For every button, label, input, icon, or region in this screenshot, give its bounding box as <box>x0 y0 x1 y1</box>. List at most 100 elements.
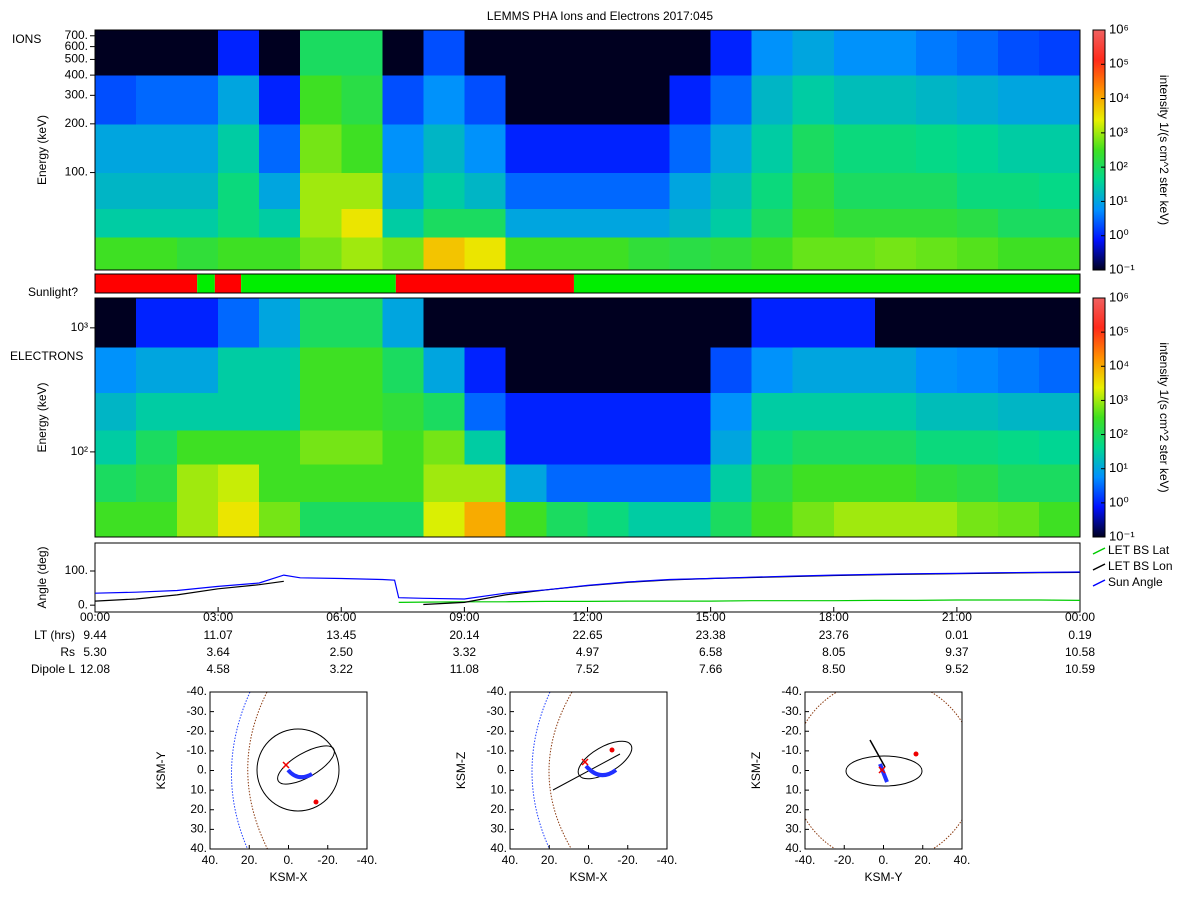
spectrogram-cell <box>833 430 876 465</box>
spectrogram-cell <box>874 298 917 348</box>
y-tick-label: 600. <box>65 39 88 53</box>
y-tick-label: -10. <box>781 743 802 757</box>
colorbar <box>1092 297 1106 538</box>
spectrogram-cell <box>792 463 835 502</box>
spectrogram-cell <box>300 298 342 348</box>
colorbar-tick-label: 10² <box>1109 159 1128 174</box>
spectrogram-cell <box>587 172 630 209</box>
spectrogram-cell <box>464 347 506 394</box>
y-tick-label: -30. <box>186 704 207 718</box>
spectrogram-cell <box>423 75 465 125</box>
angle-line <box>398 599 1081 603</box>
spectrogram-cell <box>464 298 506 348</box>
spectrogram-cell <box>669 236 712 271</box>
spectrogram-cell <box>751 392 794 431</box>
spectrogram-cell <box>546 172 588 209</box>
ephemeris-value: 7.52 <box>576 662 600 676</box>
spectrogram-cell <box>669 172 712 209</box>
x-tick-label: -20. <box>834 853 855 867</box>
legend-label: Sun Angle <box>1108 575 1163 589</box>
spectrogram-cell <box>382 123 424 174</box>
spectrogram-cell <box>218 392 260 431</box>
colorbar-tick-label: 10⁰ <box>1109 494 1129 509</box>
y-tick-label: 40. <box>190 841 207 855</box>
ephemeris-value: 4.97 <box>576 645 600 659</box>
spectrogram-cell <box>956 463 999 502</box>
spectrogram-cell <box>997 172 1040 209</box>
ephemeris-value: 4.58 <box>206 662 230 676</box>
x-tick-label: -40. <box>357 853 378 867</box>
spectrogram-cell <box>628 501 671 538</box>
spectrogram-cell <box>95 236 137 271</box>
spectrogram-cell <box>218 208 260 238</box>
x-axis-label: KSM-Y <box>864 870 902 884</box>
x-tick-label: 0. <box>283 853 293 867</box>
spectrogram-cell <box>218 236 260 271</box>
spectrogram-cell <box>464 208 506 238</box>
ephemeris-value: 8.50 <box>822 662 846 676</box>
spectrogram-cell <box>628 75 671 125</box>
spectrogram-cell <box>464 392 506 431</box>
y-tick-label: 20. <box>490 802 507 816</box>
spectrogram-cell <box>751 430 794 465</box>
y-tick-label: -30. <box>486 704 507 718</box>
spectrogram-cell <box>956 75 999 125</box>
spectrogram-cell <box>587 430 630 465</box>
spectrogram-cell <box>177 501 219 538</box>
spectrogram-cell <box>956 208 999 238</box>
y-tick-label: 100. <box>65 563 88 577</box>
spectrogram-cell <box>628 430 671 465</box>
spectrogram-cell <box>1038 347 1081 394</box>
spectrogram-cell <box>546 430 588 465</box>
legend-label: LET BS Lat <box>1108 543 1170 557</box>
spectrogram-cell <box>382 430 424 465</box>
spectrogram-cell <box>628 347 671 394</box>
x-tick-label: 00:00 <box>80 610 110 624</box>
ephemeris-label: LT (hrs) <box>34 628 75 642</box>
spectrogram-cell <box>1038 463 1081 502</box>
spectrogram-cell <box>874 172 917 209</box>
spectrogram-cell <box>874 123 917 174</box>
y-tick-label: 400. <box>65 67 88 81</box>
ephemeris-value: 12.08 <box>80 662 110 676</box>
spectrogram-cell <box>751 298 794 348</box>
y-tick-label: 20. <box>785 802 802 816</box>
spectrogram-cell <box>177 430 219 465</box>
spectrogram-cell <box>177 392 219 431</box>
x-tick-label: 15:00 <box>696 610 726 624</box>
x-tick-label: 0. <box>878 853 888 867</box>
spectrogram-cell <box>382 463 424 502</box>
spectrogram-cell <box>259 501 301 538</box>
spectrogram-cell <box>587 392 630 431</box>
spectrogram-cell <box>341 75 383 125</box>
spectrogram-cell <box>956 30 999 76</box>
y-tick-label: 10. <box>190 782 207 796</box>
spectrogram-cell <box>833 298 876 348</box>
x-tick-label: -20. <box>617 853 638 867</box>
spectrogram-cell <box>997 463 1040 502</box>
spectrogram-cell <box>382 75 424 125</box>
y-tick-label: -40. <box>186 684 207 698</box>
spectrogram-cell <box>259 172 301 209</box>
y-tick-label: 10. <box>785 782 802 796</box>
x-axis-label: KSM-X <box>569 870 607 884</box>
spectrogram-cell <box>505 236 547 271</box>
spectrogram-cell <box>341 430 383 465</box>
spectrogram-cell <box>259 430 301 465</box>
spectrogram-cell <box>587 123 630 174</box>
spectrogram-cell <box>874 392 917 431</box>
spectrogram-cell <box>218 501 260 538</box>
sunlight-segment <box>197 274 215 293</box>
colorbar-tick-label: 10¹ <box>1109 193 1128 208</box>
spectrogram-cell <box>423 172 465 209</box>
spectrogram-cell <box>874 236 917 271</box>
spectrogram-cell <box>710 208 753 238</box>
spectrogram-cell <box>792 30 835 76</box>
spectrogram-cell <box>464 463 506 502</box>
spectrogram-cell <box>833 75 876 125</box>
spectrogram-cell <box>464 430 506 465</box>
y-tick-label: 10. <box>490 782 507 796</box>
spectrogram-cell <box>423 392 465 431</box>
spectrogram-cell <box>505 30 547 76</box>
colorbar-label: intensity 1/(s cm^2 ster keV) <box>1157 342 1171 492</box>
